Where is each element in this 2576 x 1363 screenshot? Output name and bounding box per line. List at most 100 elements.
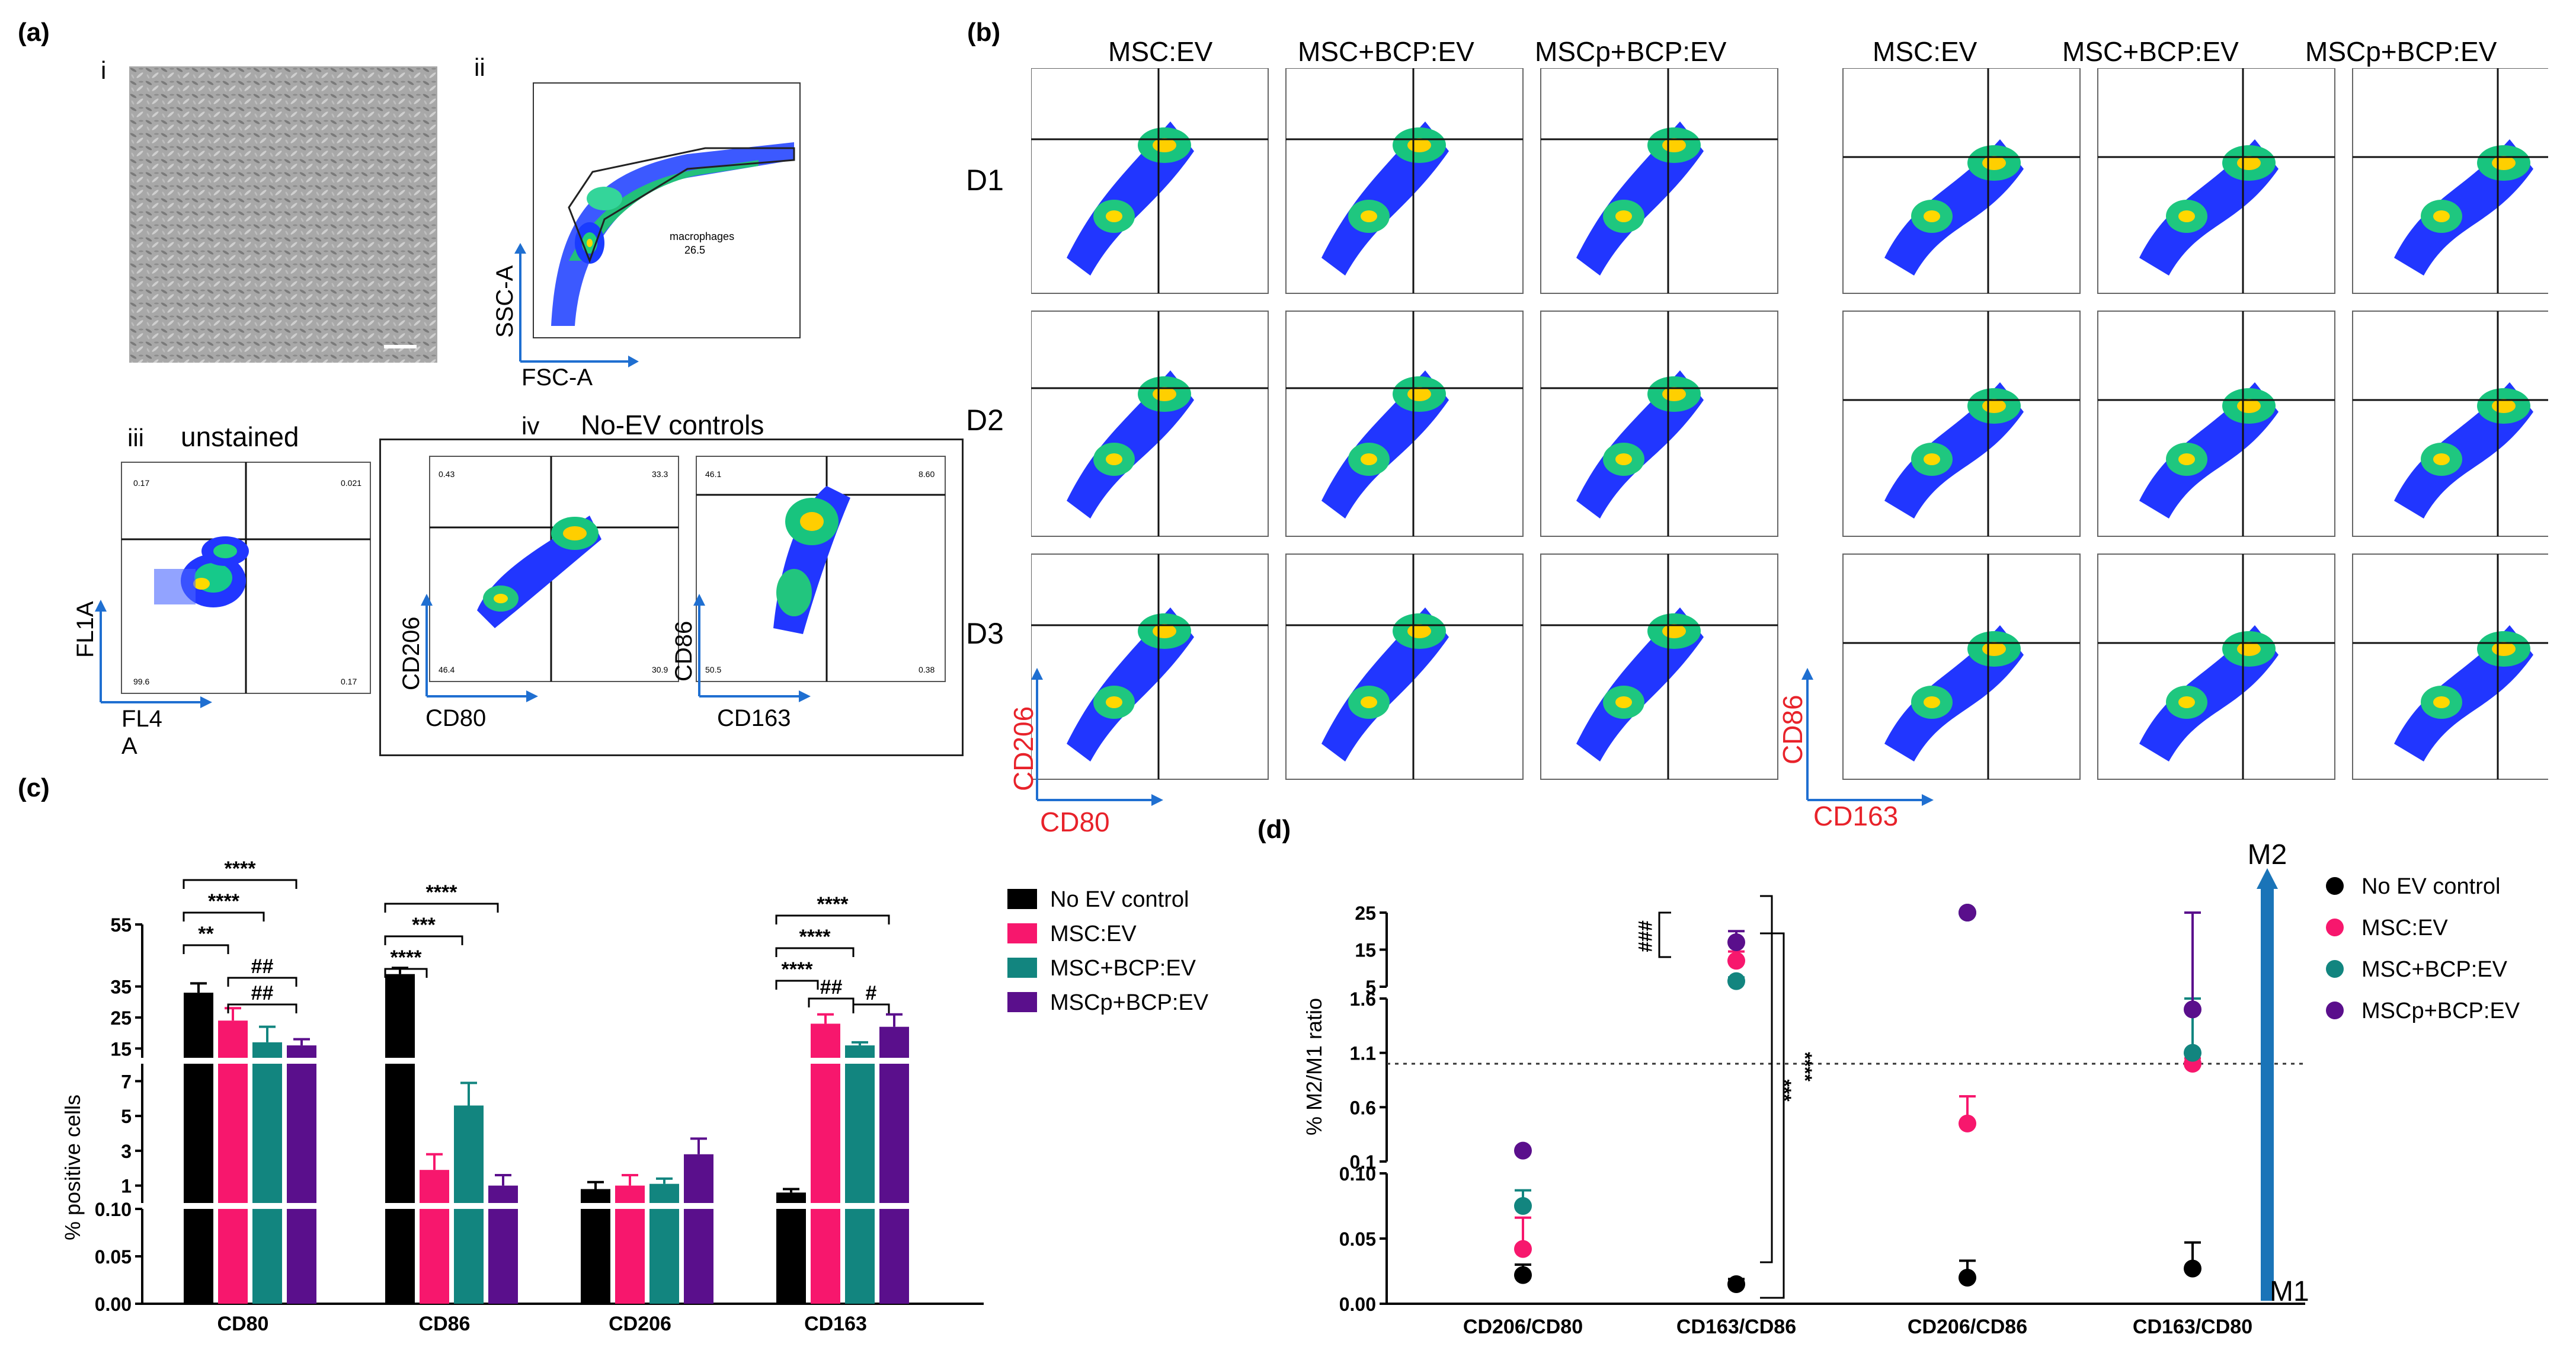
y-tick-label: 0.6	[1350, 1097, 1376, 1118]
flow-plot	[1285, 311, 1524, 537]
density-peak-lower	[2433, 210, 2450, 222]
significance-mark: #	[866, 982, 877, 1004]
significance-mark: ****	[426, 881, 458, 904]
bar	[218, 1209, 248, 1304]
y-tick-label: 1.6	[1350, 988, 1376, 1010]
ii-xlabel: FSC-A	[521, 364, 593, 391]
iv-right-plot: 46.1 8.60 50.5 0.38	[696, 456, 946, 682]
legend-label: No EV control	[1050, 887, 1189, 912]
significance-bracket	[384, 903, 499, 913]
flow-plot	[1540, 553, 1778, 780]
density-peak-upper	[1662, 387, 1686, 401]
sub-label-iii: iii	[127, 424, 144, 452]
data-point	[1514, 1197, 1532, 1215]
bar	[454, 1209, 484, 1304]
flow-grid	[1031, 68, 2548, 780]
density-peak-lower	[1615, 453, 1632, 465]
bar	[385, 1209, 415, 1304]
bar	[252, 1209, 282, 1304]
col-head-2: MSC+BCP:EV	[1298, 36, 1474, 67]
significance-mark: ##	[251, 982, 274, 1004]
data-point	[1959, 1269, 1976, 1287]
unstained-plot: 0.17 0.021 99.6 0.17	[121, 462, 371, 694]
bar	[581, 1209, 610, 1304]
ii-axes-arrows	[514, 243, 639, 367]
significance-bracket	[1760, 895, 1773, 1263]
data-point	[1727, 952, 1745, 970]
y-tick-label: 35	[110, 977, 132, 998]
panel-label-c: (c)	[18, 773, 50, 802]
legend-swatch	[1007, 889, 1037, 909]
y-tick-label: 55	[110, 914, 132, 936]
iv-right-ylabel: CD86	[671, 620, 697, 682]
micrograph-image	[129, 66, 437, 363]
y-tick-label: 1.1	[1350, 1043, 1376, 1064]
significance-mark: ****	[1794, 1052, 1816, 1082]
legend-label: No EV control	[2361, 874, 2500, 899]
y-tick-label: 0.05	[1339, 1228, 1376, 1250]
iv-right-q1: 46.1	[705, 469, 721, 479]
b-left-ylabel: CD206	[1008, 706, 1039, 791]
col-head-6: MSCp+BCP:EV	[2305, 36, 2497, 67]
density-peak-lower	[1106, 696, 1122, 708]
bar	[649, 1209, 679, 1304]
density-peak-lower	[2178, 210, 2195, 222]
significance-bracket	[384, 968, 428, 978]
data-point	[2184, 1000, 2201, 1019]
y-tick-label: 0.00	[1339, 1294, 1376, 1315]
significance-bracket	[183, 944, 229, 954]
bar	[845, 1045, 875, 1058]
density-peak-lower	[1924, 453, 1940, 465]
bar	[684, 1209, 713, 1304]
iv-left-ylabel: CD206	[398, 616, 424, 690]
significance-bracket	[1658, 911, 1671, 958]
bar	[252, 1064, 282, 1203]
bar	[776, 1209, 806, 1304]
ii-ylabel: SSC-A	[492, 265, 518, 338]
density-peak-lower	[1361, 453, 1377, 465]
b-left-xlabel: CD80	[1040, 807, 1110, 837]
density-peak-upper	[2237, 156, 2261, 170]
flow-plot	[2097, 68, 2335, 294]
x-tick-label: CD206/CD86	[1908, 1316, 2027, 1338]
y-tick-label: 0.10	[95, 1199, 132, 1220]
y-tick-label: 5	[1365, 977, 1376, 998]
flow-plot	[1031, 68, 1269, 294]
bar	[776, 1192, 806, 1203]
flow-plot	[2097, 311, 2335, 537]
significance-bracket	[1760, 932, 1785, 1299]
col-head-3: MSCp+BCP:EV	[1535, 36, 1727, 67]
legend-marker	[2326, 960, 2344, 978]
iv-left-plot: 0.43 33.3 46.4 30.9	[429, 456, 679, 682]
density-peak-upper	[1407, 387, 1431, 401]
data-point	[1514, 1141, 1532, 1160]
b-right-ylabel: CD86	[1777, 695, 1808, 764]
density-peak-lower	[1106, 453, 1122, 465]
y-tick-label: 7	[121, 1071, 132, 1092]
col-head-4: MSC:EV	[1873, 36, 1977, 67]
panel-label-b: (b)	[967, 18, 1001, 47]
significance-mark: ****	[817, 893, 849, 916]
bar	[420, 1209, 449, 1304]
flow-plot	[2352, 68, 2548, 294]
density-peak-lower	[2178, 453, 2195, 465]
row-head-d2: D2	[966, 404, 1004, 437]
x-tick-label: CD86	[419, 1313, 471, 1335]
bar	[845, 1064, 875, 1203]
density-peak-upper	[2237, 642, 2261, 656]
data-point	[1727, 933, 1745, 951]
bar	[287, 1064, 316, 1203]
significance-mark: ***	[412, 914, 436, 936]
density-peak-upper	[2492, 642, 2516, 656]
bar	[184, 1209, 213, 1304]
m2-label: M2	[2248, 839, 2287, 871]
m1-label: M1	[2270, 1276, 2309, 1307]
legend-marker	[2326, 877, 2344, 895]
bar	[811, 1209, 840, 1304]
significance-bracket	[852, 1003, 890, 1013]
density-peak-upper	[1153, 138, 1176, 152]
bar	[649, 1183, 679, 1203]
iv-right-q2: 8.60	[919, 469, 935, 479]
flow-plot	[1842, 311, 2081, 537]
data-point	[1959, 904, 1976, 922]
